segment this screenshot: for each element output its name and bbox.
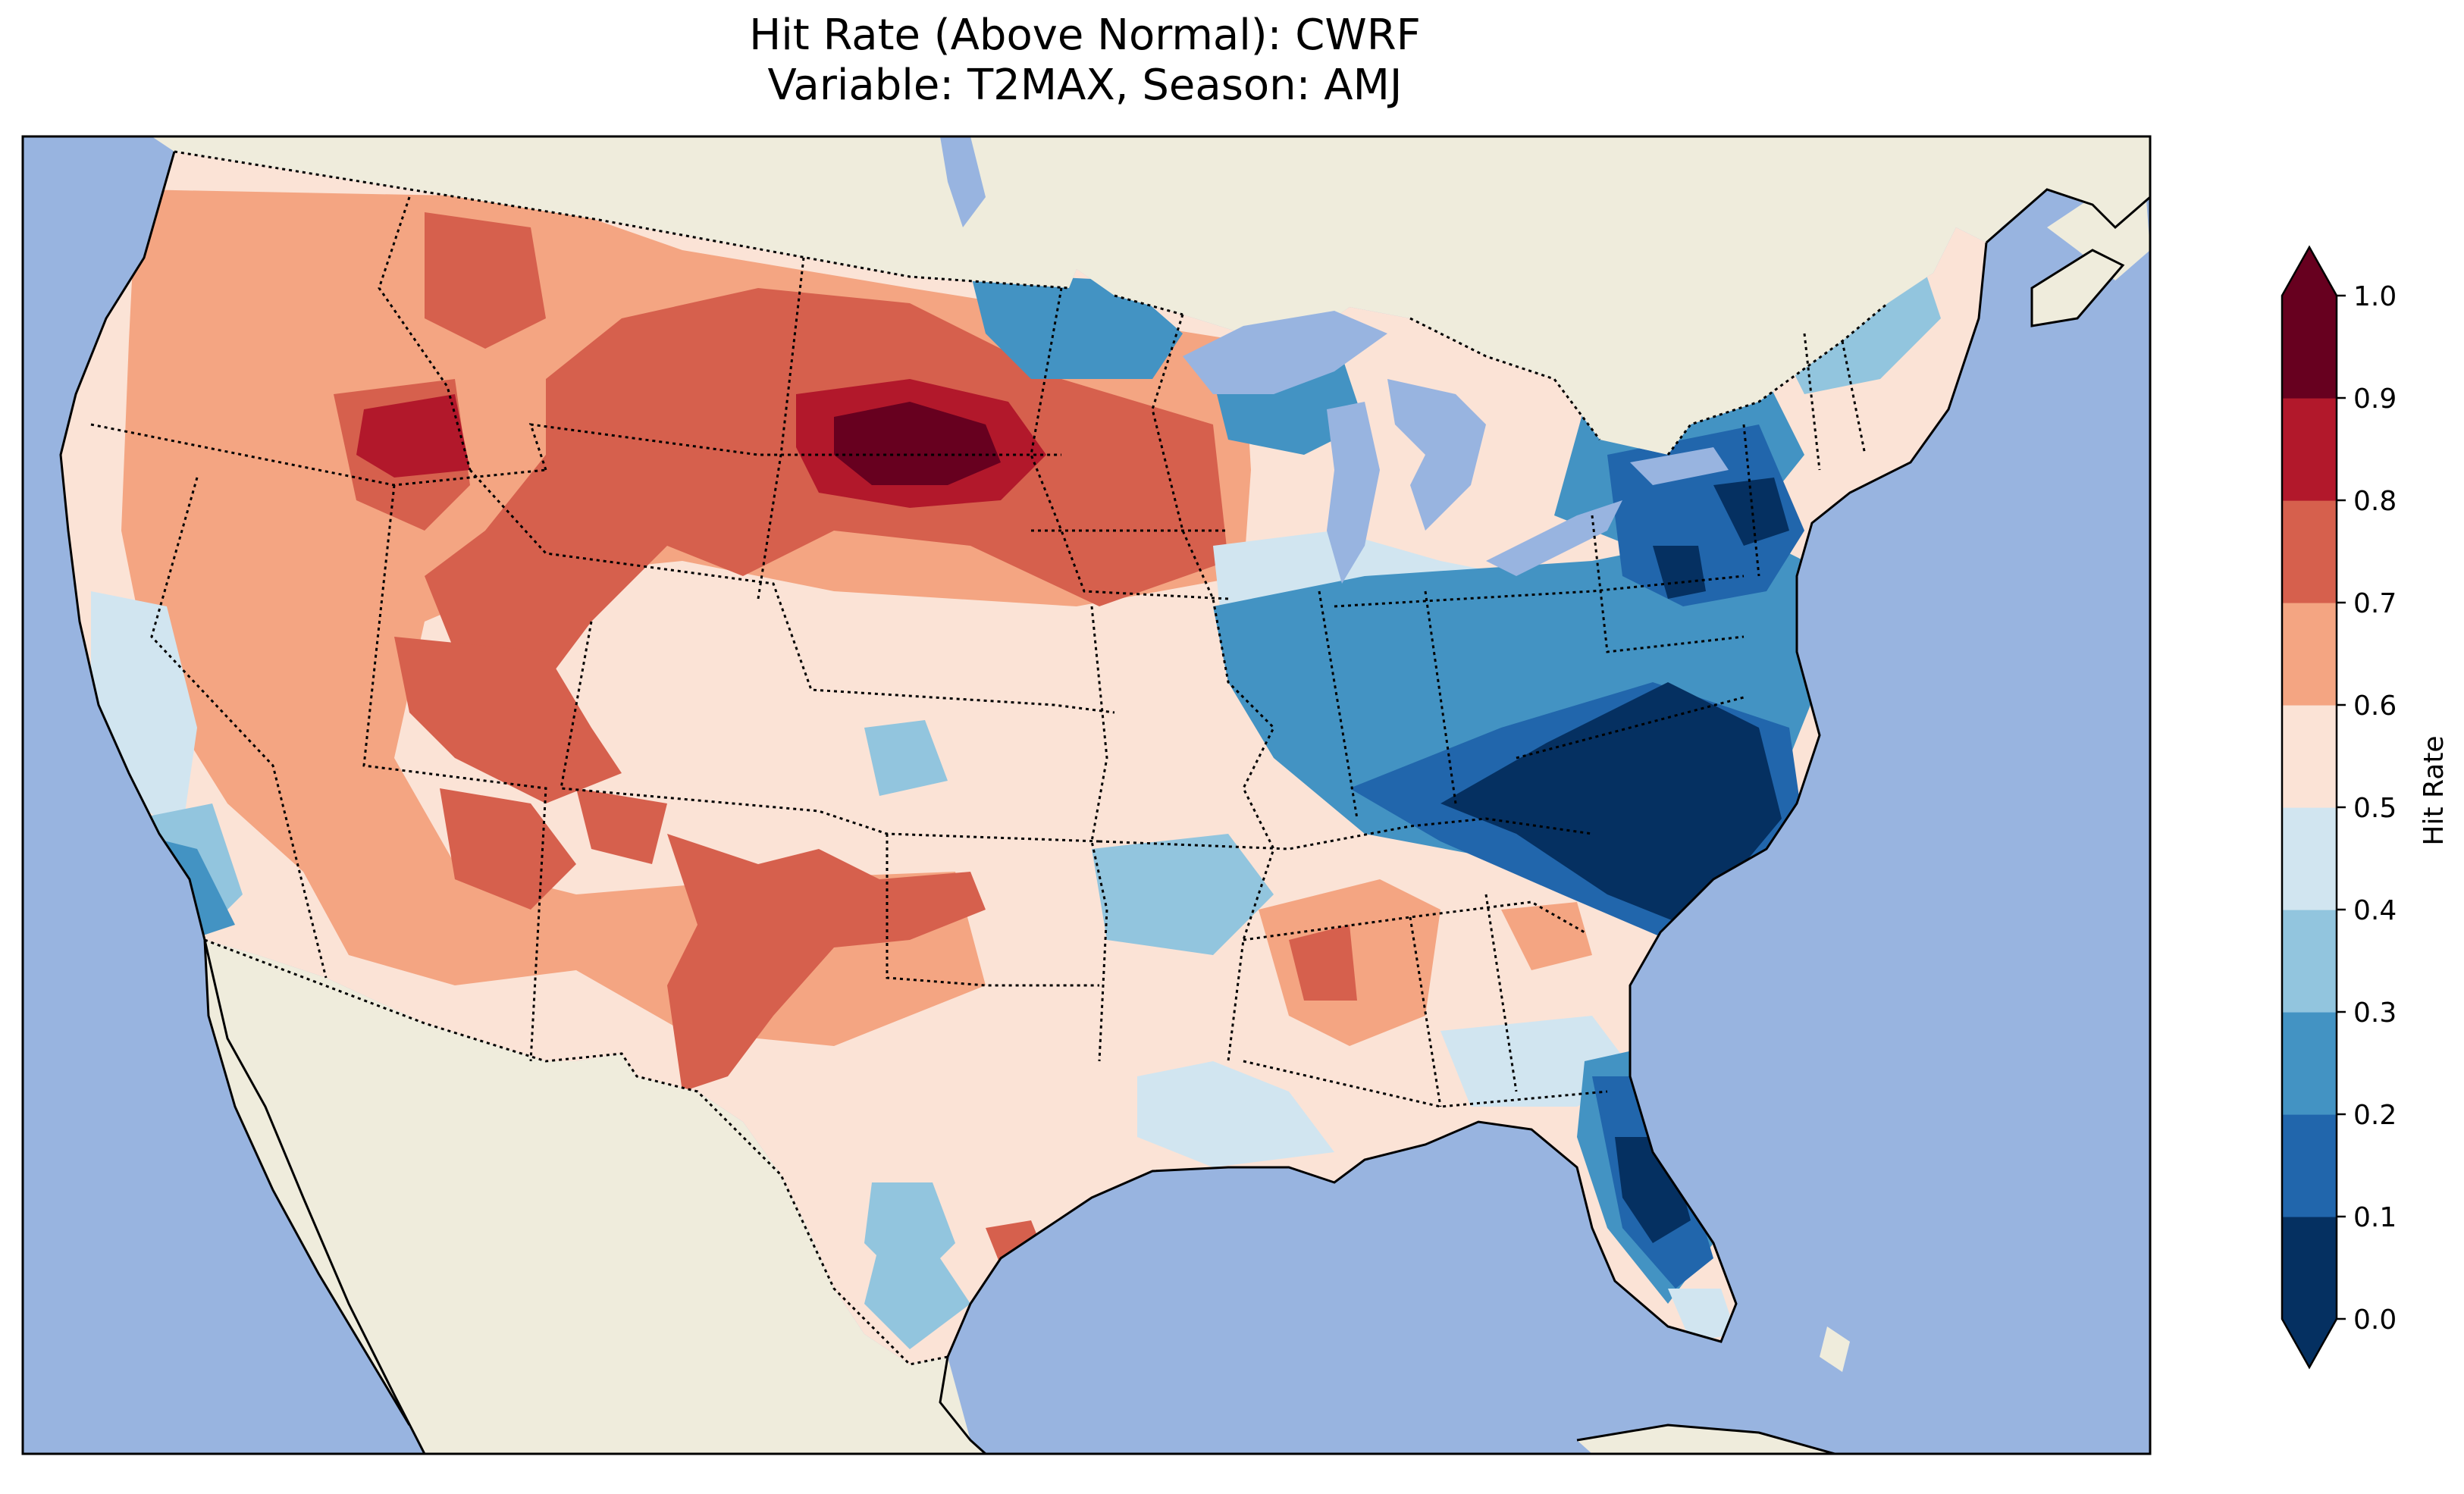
colorbar-segment	[2282, 1012, 2337, 1115]
colorbar-segment	[2282, 398, 2337, 501]
colorbar-segment	[2282, 807, 2337, 910]
maritimes-land	[2032, 250, 2123, 326]
colorbar-segments	[2282, 296, 2337, 1320]
colorbar-tick-label: 0.7	[2353, 588, 2397, 619]
colorbar-ticks: 0.0 0.1 0.2 0.3 0.4 0.5 0.6 0.7 0.8 0.9 1.0	[2337, 281, 2397, 1336]
colorbar-segment	[2282, 705, 2337, 808]
cuba-land	[1577, 1425, 1835, 1454]
colorbar-over-arrow	[2282, 247, 2337, 296]
lake-winnipeg	[940, 136, 986, 227]
colorbar-tick-label: 0.6	[2353, 691, 2397, 722]
canada-land	[23, 136, 2150, 455]
colorbar-tick-label: 0.3	[2353, 998, 2397, 1029]
lake-michigan	[1327, 402, 1380, 584]
hit-rate-field	[61, 152, 1986, 1364]
newfoundland-land	[2047, 189, 2150, 280]
political-borders	[90, 150, 1889, 1366]
title-line-2: Variable: T2MAX, Season: AMJ	[767, 61, 1403, 110]
colorbar-segment	[2282, 500, 2337, 603]
coastlines	[59, 151, 2150, 1454]
baja-land	[205, 940, 425, 1425]
colorbar-tick-label: 1.0	[2353, 281, 2397, 312]
colorbar-segment	[2282, 296, 2337, 399]
colorbar-under-arrow	[2282, 1319, 2337, 1367]
map-title: Hit Rate (Above Normal): CWRF Variable: …	[21, 11, 2149, 111]
lake-superior	[1183, 311, 1387, 394]
colorbar-segment	[2282, 603, 2337, 706]
mexico-land	[205, 940, 986, 1454]
colorbar-tick-label: 0.4	[2353, 895, 2397, 926]
colorbar-label: Hit Rate	[2419, 735, 2450, 845]
title-line-1: Hit Rate (Above Normal): CWRF	[749, 11, 1421, 60]
lake-erie	[1486, 500, 1622, 576]
colorbar-tick-label: 0.0	[2353, 1305, 2397, 1336]
colorbar-tick-label: 0.2	[2353, 1100, 2397, 1131]
colorbar-segment	[2282, 1217, 2337, 1320]
colorbar-tick-label: 0.9	[2353, 384, 2397, 415]
colorbar-tick-label: 0.8	[2353, 486, 2397, 517]
bahamas-land	[1820, 1326, 1850, 1372]
colorbar-segment	[2282, 910, 2337, 1013]
colorbar-tick-label: 0.5	[2353, 793, 2397, 824]
lake-huron	[1387, 379, 1486, 531]
great-lakes	[940, 136, 1729, 584]
lake-ontario	[1630, 447, 1729, 485]
colorbar-segment	[2282, 1114, 2337, 1217]
colorbar-tick-label: 0.1	[2353, 1202, 2397, 1233]
map-frame	[21, 135, 2152, 1455]
